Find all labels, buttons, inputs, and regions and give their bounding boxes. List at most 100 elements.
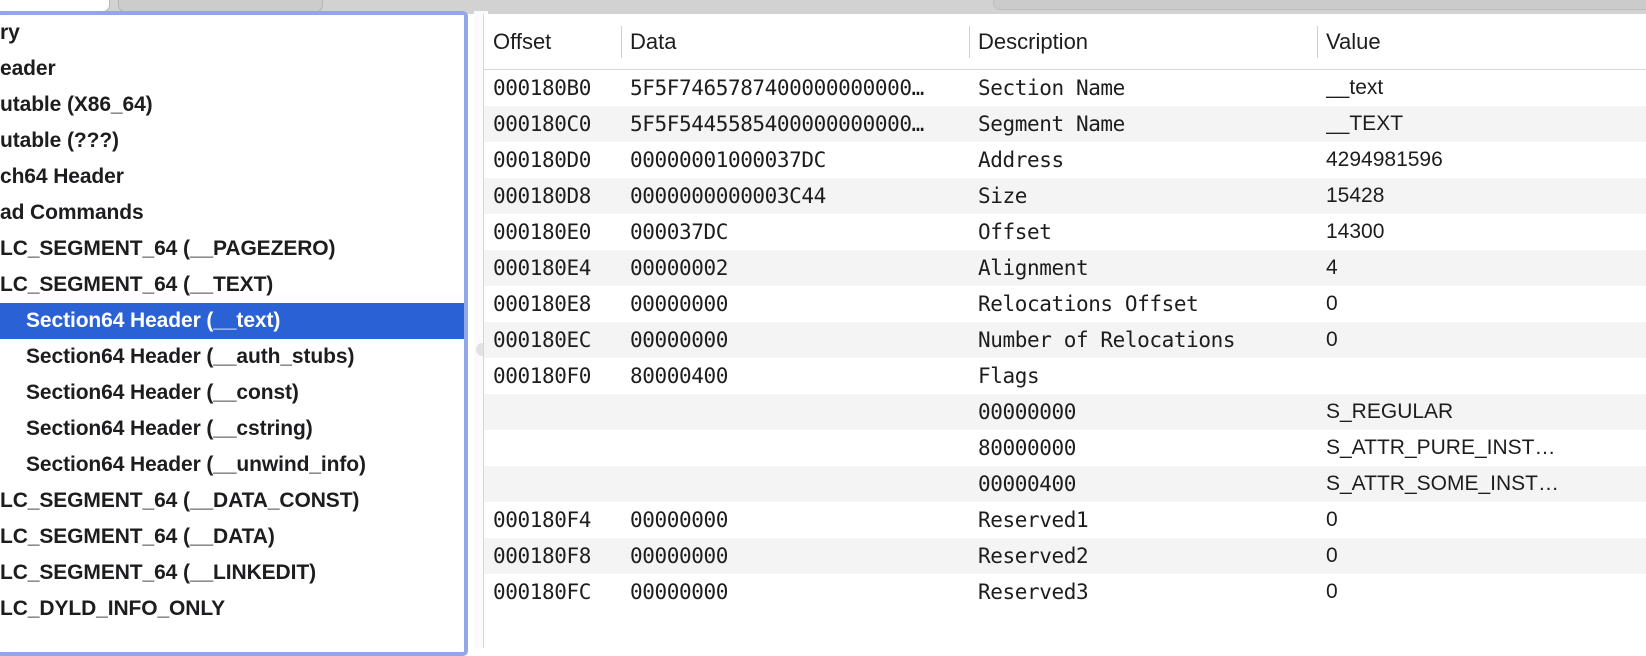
cell-description: Relocations Offset [978, 292, 1199, 316]
table-row[interactable]: 000180D0 00000001000037DC Address 429498159… [484, 142, 1646, 178]
table-row[interactable]: 000180F4 00000000 Reserved1 0 [484, 502, 1646, 538]
cell-description: Flags [978, 364, 1040, 388]
cell-offset: 000180D0 [493, 148, 591, 172]
column-header-data[interactable]: Data [630, 29, 677, 54]
sidebar-outline-tree[interactable]: ry eader utable (X86_64)utable (???) ch64 H… [0, 15, 464, 652]
sidebar-item[interactable]: LC_SEGMENT_64 (__PAGEZERO) [0, 237, 336, 260]
cell-description: Reserved2 [978, 544, 1089, 568]
table-row[interactable]: 80000000 S_ATTR_PURE_INST… [484, 430, 1646, 466]
cell-offset: 000180E4 [493, 256, 591, 280]
cell-description: Segment Name [978, 112, 1125, 136]
cell-data: 5F5F7465787400000000000… [630, 76, 924, 100]
column-divider-1[interactable] [969, 26, 970, 58]
column-header-value[interactable]: Value [1326, 29, 1381, 54]
sidebar-item[interactable]: Section64 Header (__auth_stubs) [26, 345, 355, 368]
cell-offset [493, 466, 623, 502]
cell-description: 80000000 [978, 436, 1076, 460]
cell-value: 14300 [1326, 220, 1385, 243]
cell-offset: 000180B0 [493, 76, 591, 100]
sidebar-item[interactable]: LC_SEGMENT_64 (__DATA) [0, 525, 275, 548]
sidebar-item[interactable]: eader [0, 57, 56, 80]
table-row[interactable]: 000180E8 00000000 Relocations Offset 0 [484, 286, 1646, 322]
cell-value: S_REGULAR [1326, 400, 1454, 423]
cell-offset [493, 430, 623, 466]
table-row[interactable]: 00000000 S_REGULAR [484, 394, 1646, 430]
cell-offset: 000180EC [493, 328, 591, 352]
cell-value: S_ATTR_SOME_INST… [1326, 472, 1559, 495]
table-row[interactable]: 000180FC 00000000 Reserved3 0 [484, 574, 1646, 610]
cell-value: 0 [1326, 292, 1338, 315]
sidebar-item[interactable]: Section64 Header (__unwind_info) [26, 453, 366, 476]
cell-data [630, 430, 975, 466]
cell-offset: 000180C0 [493, 112, 591, 136]
cell-description: Reserved3 [978, 580, 1089, 604]
sidebar-item[interactable]: Section64 Header (__const) [26, 381, 299, 404]
cell-description: 00000400 [978, 472, 1076, 496]
sidebar-item[interactable]: ad Commands [0, 201, 144, 224]
cell-description: Offset [978, 220, 1052, 244]
cell-data: 000037DC [630, 220, 728, 244]
cell-description: Alignment [978, 256, 1089, 280]
cell-data: 00000000 [630, 508, 728, 532]
cell-description: Section Name [978, 76, 1125, 100]
cell-data: 00000001000037DC [630, 148, 826, 172]
cell-offset: 000180F8 [493, 544, 591, 568]
cell-offset: 000180E8 [493, 292, 591, 316]
cell-value: 0 [1326, 328, 1338, 351]
table-header-row: Offset Data Description Value [484, 14, 1646, 70]
sidebar-item[interactable]: ch64 Header [0, 165, 124, 188]
table-row[interactable]: 000180E0 000037DC Offset 14300 [484, 214, 1646, 250]
table-row[interactable]: 000180F8 00000000 Reserved2 0 [484, 538, 1646, 574]
cell-offset: 000180F0 [493, 364, 591, 388]
sidebar-item[interactable]: LC_SEGMENT_64 (__LINKEDIT) [0, 561, 316, 584]
table-row[interactable]: 000180E4 00000002 Alignment 4 [484, 250, 1646, 286]
cell-data: 80000400 [630, 364, 728, 388]
cell-data: 00000000 [630, 580, 728, 604]
table-body[interactable]: 000180B0 5F5F7465787400000000000… Section … [484, 70, 1646, 610]
cell-data: 0000000000003C44 [630, 184, 826, 208]
column-divider-0[interactable] [621, 26, 622, 58]
cell-value: 0 [1326, 508, 1338, 531]
cell-data: 00000000 [630, 328, 728, 352]
table-row[interactable]: 00000400 S_ATTR_SOME_INST… [484, 466, 1646, 502]
table-row[interactable]: 000180D8 0000000000003C44 Size 15428 [484, 178, 1646, 214]
cell-offset: 000180D8 [493, 184, 591, 208]
cell-value: 15428 [1326, 184, 1385, 207]
cell-value: 4294981596 [1326, 148, 1443, 171]
cell-description: Address [978, 148, 1064, 172]
sidebar-item-selected[interactable]: Section64 Header (__text) [0, 303, 464, 339]
column-divider-2[interactable] [1317, 26, 1318, 58]
sidebar-item[interactable]: ry [0, 21, 20, 44]
sidebar-item[interactable]: LC_SEGMENT_64 (__TEXT) [0, 273, 274, 296]
cell-value: __text [1326, 76, 1384, 99]
table-row[interactable]: 000180F0 80000400 Flags [484, 358, 1646, 394]
column-header-offset[interactable]: Offset [493, 29, 552, 54]
sidebar-focus-ring: ry eader utable (X86_64)utable (???) ch64 H… [0, 11, 468, 656]
sidebar-item[interactable]: utable (X86_64) [0, 93, 153, 116]
sidebar-item[interactable]: LC_DYLD_INFO_ONLY [0, 597, 226, 620]
table-row[interactable]: 000180B0 5F5F7465787400000000000… Section … [484, 70, 1646, 106]
cell-value: __TEXT [1326, 112, 1404, 135]
cell-data: 00000000 [630, 544, 728, 568]
column-header-description[interactable]: Description [978, 29, 1089, 54]
sidebar-item[interactable]: utable (???) [0, 129, 119, 152]
cell-data [630, 394, 975, 430]
cell-value: 0 [1326, 580, 1338, 603]
table-row[interactable]: 000180EC 00000000 Number of Relocations 0 [484, 322, 1646, 358]
cell-description: Size [978, 184, 1027, 208]
cell-value [1326, 358, 1644, 394]
cell-value: 0 [1326, 544, 1338, 567]
sidebar-item[interactable]: Section64 Header (__cstring) [26, 417, 313, 440]
table-row[interactable]: 000180C0 5F5F5445585400000000000… Segment … [484, 106, 1646, 142]
cell-data: 5F5F5445585400000000000… [630, 112, 924, 136]
cell-description: Reserved1 [978, 508, 1089, 532]
cell-data [630, 466, 975, 502]
cell-description: Number of Relocations [978, 328, 1236, 352]
cell-offset: 000180E0 [493, 220, 591, 244]
cell-data: 00000000 [630, 292, 728, 316]
sidebar-item[interactable]: LC_SEGMENT_64 (__DATA_CONST) [0, 489, 360, 512]
chrome-toolbar-pill-right [993, 0, 1646, 10]
cell-description: 00000000 [978, 400, 1076, 424]
cell-offset [493, 394, 623, 430]
